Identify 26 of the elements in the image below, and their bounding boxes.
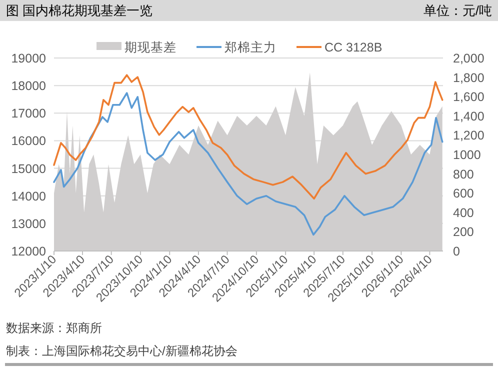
y-tick-label: 18000: [11, 79, 46, 94]
y2-tick-label: 1,800: [453, 70, 484, 85]
y-tick-label: 15000: [11, 162, 46, 176]
legend-label: 郑棉主力: [224, 40, 276, 54]
legend-label: 期现基差: [124, 40, 176, 54]
y2-tick-label: 400: [453, 206, 474, 220]
chart-title: 图 国内棉花期现基差一览: [6, 3, 153, 18]
y2-tick-label: 1000: [453, 148, 481, 162]
y2-tick-label: 1,400: [453, 109, 484, 124]
y-tick-label: 12000: [11, 244, 46, 258]
y-tick-label: 16000: [11, 134, 46, 148]
text: 单位：元/吨: [423, 3, 492, 18]
y-tick-label: 14000: [11, 189, 46, 204]
legend-label: CC 3128B: [324, 40, 382, 54]
y2-tick-label: 2,000: [453, 52, 484, 66]
y-tick-label: 19000: [11, 52, 46, 66]
y2-tick-label: 1,200: [453, 128, 484, 143]
text: 制表：上海国际棉花交易中心/新疆棉花协会: [6, 344, 238, 358]
y2-tick-label: 600: [453, 186, 474, 201]
y2-tick-label: 1,600: [453, 90, 484, 104]
y2-tick-label: 200: [453, 225, 474, 240]
y-tick-label: 17000: [11, 106, 46, 121]
source-note: 数据来源：郑商所: [6, 321, 102, 335]
y2-tick-label: 800: [453, 167, 474, 182]
y-tick-label: 13000: [11, 216, 46, 231]
y2-tick-label: 0: [453, 244, 460, 258]
